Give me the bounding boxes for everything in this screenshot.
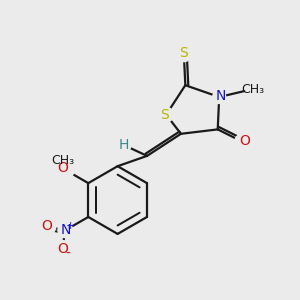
Circle shape xyxy=(58,223,73,238)
Text: CH₃: CH₃ xyxy=(242,83,265,96)
Text: H: H xyxy=(118,138,129,152)
Circle shape xyxy=(213,91,226,103)
Circle shape xyxy=(159,107,174,122)
Text: S: S xyxy=(160,108,169,122)
Text: O: O xyxy=(41,219,52,233)
Text: N: N xyxy=(60,223,70,237)
Text: O: O xyxy=(57,161,68,176)
Text: N: N xyxy=(215,89,226,103)
Text: O: O xyxy=(57,242,68,256)
Circle shape xyxy=(119,140,131,152)
Text: S: S xyxy=(179,46,188,60)
Text: O: O xyxy=(239,134,250,148)
Circle shape xyxy=(235,135,248,148)
Text: -: - xyxy=(66,247,71,261)
Circle shape xyxy=(176,47,191,62)
Text: +: + xyxy=(66,221,75,231)
Text: CH₃: CH₃ xyxy=(51,154,74,167)
Circle shape xyxy=(43,221,56,234)
Circle shape xyxy=(56,161,74,179)
Circle shape xyxy=(55,241,70,255)
